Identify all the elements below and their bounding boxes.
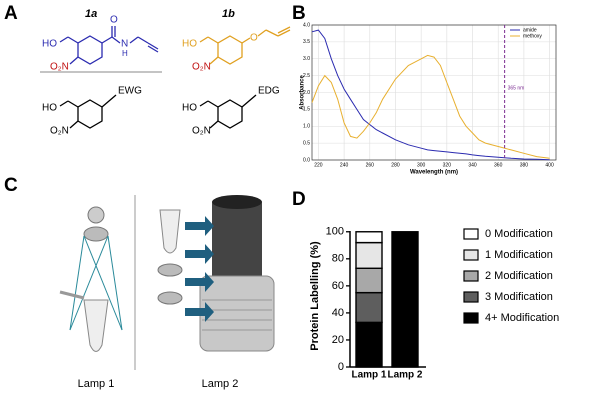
- panel-label: D: [292, 189, 306, 210]
- y-tick-label: 1.0: [303, 124, 310, 130]
- x-tick-label: 280: [391, 162, 400, 168]
- y-axis-title: Protein Labelling (%): [309, 241, 321, 351]
- x-axis-title: Wavelength (nm): [410, 170, 458, 176]
- structure-1b: [199, 26, 291, 65]
- x-tick-label: 240: [340, 162, 349, 168]
- legend-swatch: [463, 291, 479, 303]
- compound-name: 1a: [85, 8, 97, 20]
- legend-label: 2 Modification: [485, 270, 553, 282]
- atom: O₂N: [192, 62, 211, 73]
- panel-label: A: [4, 3, 18, 24]
- substituent: EWG: [118, 86, 142, 97]
- legend-label: methoxy: [523, 33, 542, 39]
- legend-label: 4+ Modification: [485, 312, 559, 324]
- bar-segment: [355, 291, 383, 324]
- atom: HO: [182, 39, 197, 50]
- substituent: EDG: [258, 86, 280, 97]
- data-line: [311, 54, 550, 159]
- atom: HO: [42, 103, 57, 114]
- data-line: [311, 29, 550, 161]
- x-tick-label: Lamp 1: [351, 370, 386, 381]
- x-tick-label: 400: [545, 162, 554, 168]
- x-tick-label: Lamp 2: [387, 370, 422, 381]
- bar-segment: [355, 241, 383, 269]
- legend-swatch: [463, 312, 479, 324]
- atom: O: [250, 33, 258, 44]
- x-tick-label: 300: [417, 162, 426, 168]
- y-tick-label: 0.0: [303, 157, 310, 163]
- atom: HO: [182, 103, 197, 114]
- y-tick-label: 2.0: [303, 90, 310, 96]
- y-tick-label: 80: [332, 253, 344, 265]
- legend-label: amide: [523, 27, 537, 33]
- structure-1a: [59, 26, 159, 65]
- atom: HO: [42, 39, 57, 50]
- y-tick-label: 40: [332, 307, 344, 319]
- panel-label: C: [4, 175, 18, 196]
- panel-label: B: [292, 3, 306, 24]
- bar-segment: [355, 321, 383, 368]
- plot-frame: [311, 24, 557, 161]
- legend-label: 3 Modification: [485, 291, 553, 303]
- y-tick-label: 1.5: [303, 107, 310, 113]
- y-axis-title: Absorbance: [300, 75, 306, 110]
- legend-swatch: [463, 270, 479, 282]
- lamp-label: Lamp 2: [202, 378, 239, 390]
- compound-name: 1b: [222, 8, 235, 20]
- annotation-text: 365 nm: [508, 85, 525, 91]
- x-tick-label: 380: [520, 162, 529, 168]
- atom: O₂N: [192, 126, 211, 137]
- y-tick-label: 3.0: [303, 56, 310, 62]
- y-tick-label: 100: [326, 226, 344, 238]
- y-tick-label: 60: [332, 280, 344, 292]
- y-tick-label: 0: [338, 361, 344, 373]
- legend-swatch: [463, 228, 479, 240]
- atom: O₂N: [50, 126, 69, 137]
- structure-generic: [59, 94, 257, 129]
- y-tick-label: 20: [332, 334, 344, 346]
- bar-segment: [391, 231, 419, 368]
- legend-label: 1 Modification: [485, 249, 553, 261]
- x-tick-label: 340: [468, 162, 477, 168]
- legend-label: 0 Modification: [485, 228, 553, 240]
- bar-segment: [355, 231, 383, 244]
- atom: O₂N: [50, 62, 69, 73]
- y-tick-label: 3.5: [303, 39, 310, 45]
- y-tick-label: 0.5: [303, 140, 310, 146]
- x-tick-label: 220: [314, 162, 323, 168]
- x-tick-label: 260: [366, 162, 375, 168]
- x-tick-label: 320: [443, 162, 452, 168]
- lamp1-illustration: [59, 206, 123, 352]
- y-tick-label: 4.0: [303, 22, 310, 28]
- atom: H: [122, 49, 128, 58]
- lamp2-illustration: [157, 195, 275, 352]
- legend-swatch: [463, 249, 479, 261]
- atom: N: [121, 39, 128, 50]
- atom: O: [110, 15, 118, 26]
- bar-segment: [355, 267, 383, 294]
- y-tick-label: 2.5: [303, 73, 310, 79]
- x-tick-label: 360: [494, 162, 503, 168]
- lamp-label: Lamp 1: [78, 378, 115, 390]
